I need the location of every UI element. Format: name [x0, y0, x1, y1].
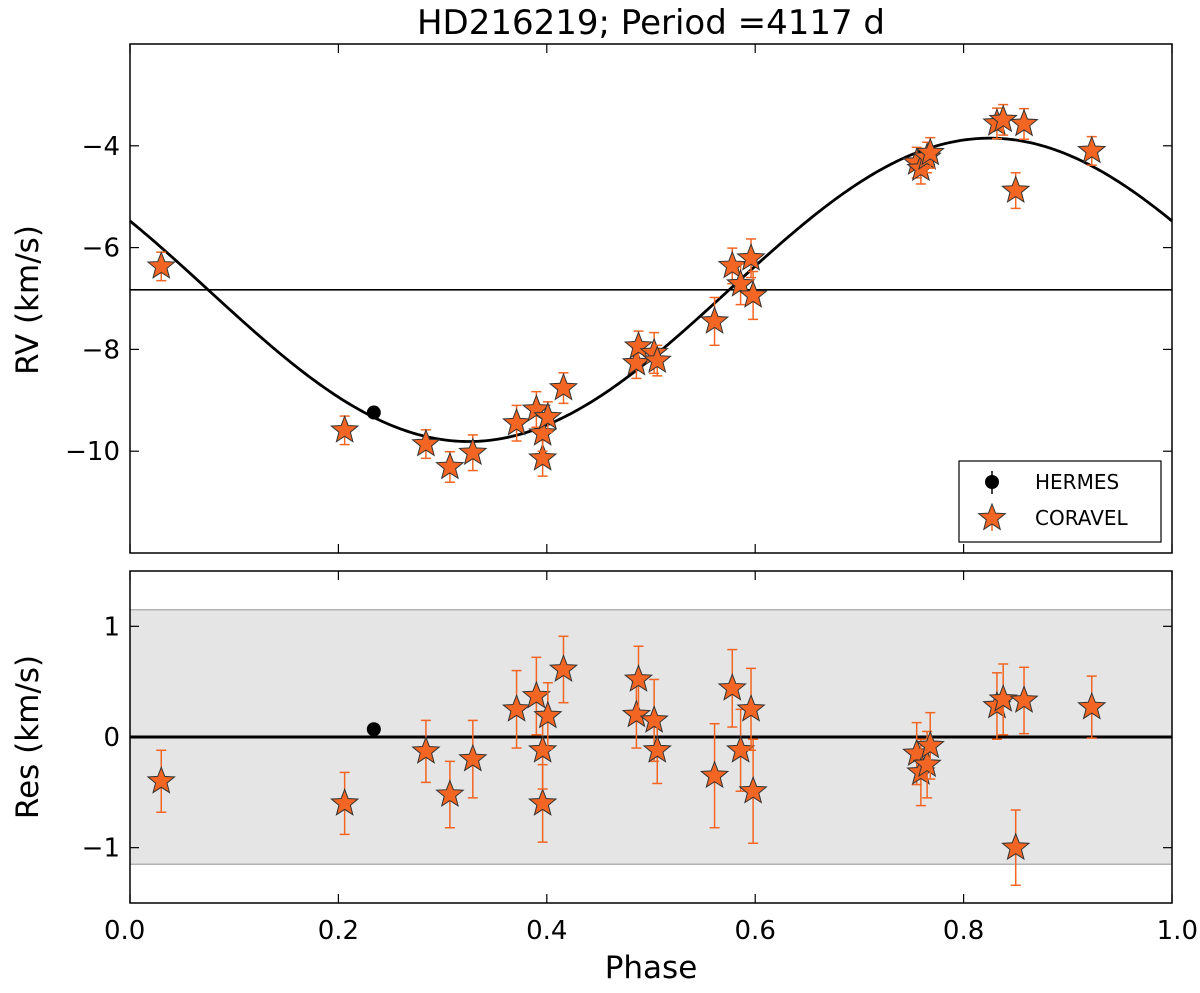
- chart-title: HD216219; Period =4117 d: [417, 3, 885, 43]
- res-coravel-point: [912, 749, 942, 778]
- legend-coravel-label: CORAVEL: [1035, 506, 1129, 530]
- rv-coravel-point: [1001, 175, 1031, 204]
- res-coravel-point: [330, 788, 360, 816]
- rv-coravel-point: [738, 280, 768, 308]
- rv-coravel-point: [623, 330, 654, 359]
- rv-coravel-point: [699, 306, 730, 334]
- rv-coravel-point: [1009, 108, 1039, 137]
- rv-coravel-point: [717, 250, 747, 279]
- rv-points-layer: [146, 103, 1107, 483]
- res-coravel-point: [623, 664, 654, 692]
- x-tick-label: 0.6: [735, 916, 776, 946]
- residual-y-axis-label: Res (km/s): [10, 655, 46, 819]
- rv-coravel-point: [330, 414, 360, 443]
- rv-coravel-point: [988, 104, 1018, 133]
- res-coravel-point: [736, 693, 766, 722]
- x-tick-label: 0.2: [318, 916, 359, 946]
- res-y-tick-label: −1: [82, 834, 120, 864]
- x-axis-label: Phase: [605, 950, 698, 986]
- rv-coravel-point: [521, 394, 552, 422]
- rv-coravel-point: [527, 442, 558, 471]
- rv-coravel-point: [548, 372, 579, 401]
- x-tick-label: 0.0: [104, 916, 145, 946]
- legend-hermes-label: HERMES: [1035, 470, 1119, 494]
- rv-y-tick-label: −8: [82, 335, 120, 365]
- res-coravel-point: [1001, 832, 1031, 861]
- res-coravel-point: [533, 700, 563, 729]
- rv-coravel-point: [642, 345, 672, 374]
- res-y-tick-label: 0: [103, 723, 120, 753]
- res-coravel-point: [621, 699, 652, 728]
- res-coravel-point: [1077, 691, 1107, 720]
- rv-coravel-point: [533, 401, 563, 430]
- residual-band-layer: [130, 608, 1172, 866]
- residual-points-layer: [146, 635, 1107, 887]
- res-coravel-point: [988, 683, 1018, 712]
- legend: HERMES CORAVEL: [958, 460, 1162, 543]
- res-coravel-point: [458, 743, 488, 772]
- rv-hermes-point: [366, 405, 381, 420]
- res-coravel-point: [435, 779, 465, 807]
- rv-ticks: −4 −6 −8 −10: [65, 44, 1173, 553]
- rv-coravel-point: [527, 417, 558, 446]
- rv-plot-frame: [129, 43, 1173, 554]
- rv-coravel-point: [1077, 135, 1107, 164]
- rv-y-axis-label: RV (km/s): [10, 225, 46, 375]
- legend-entry-coravel: CORAVEL: [977, 502, 1129, 531]
- rv-coravel-point: [501, 407, 532, 436]
- rv-coravel-point: [411, 428, 441, 457]
- x-tick-label: 1.0: [1157, 916, 1198, 946]
- res-coravel-point: [548, 654, 579, 682]
- res-coravel-point: [527, 788, 558, 816]
- legend-coravel-marker: [977, 502, 1007, 531]
- res-coravel-point: [915, 730, 945, 759]
- res-y-tick-label: 1: [103, 612, 120, 642]
- rv-coravel-point: [435, 451, 465, 480]
- res-coravel-point: [738, 775, 768, 804]
- res-coravel-point: [639, 705, 669, 733]
- res-coravel-point: [521, 680, 552, 709]
- rv-y-tick-label: −4: [82, 132, 120, 162]
- legend-hermes-marker: [985, 475, 999, 489]
- res-coravel-point: [642, 734, 672, 763]
- res-coravel-point: [1009, 685, 1039, 713]
- legend-entry-hermes: HERMES: [985, 470, 1119, 494]
- rv-y-tick-label: −6: [82, 234, 120, 264]
- rv-panel: −4 −6 −8 −10 HD216219; Period =4117 d RV (k…: [10, 3, 1173, 554]
- res-coravel-point: [501, 693, 532, 722]
- res-hermes-point: [366, 722, 381, 737]
- rv-coravel-point: [725, 268, 756, 297]
- res-coravel-point: [146, 765, 176, 794]
- res-coravel-point: [411, 736, 441, 764]
- res-coravel-point: [699, 760, 730, 789]
- residual-panel: 1 0 −1 0.0 0.2 0.4 0.6 0.8 1.0 Res (km/s) Phase: [10, 570, 1198, 986]
- rv-coravel-point: [146, 251, 176, 279]
- rv-coravel-point: [736, 242, 766, 271]
- res-coravel-point: [717, 672, 747, 701]
- residual-ticks: 1 0 −1 0.0 0.2 0.4 0.6 0.8 1.0: [82, 571, 1198, 946]
- x-tick-label: 0.8: [943, 916, 984, 946]
- x-tick-label: 0.4: [526, 916, 567, 946]
- res-coravel-point: [527, 734, 558, 763]
- rv-y-tick-label: −10: [65, 437, 120, 467]
- rv-coravel-point: [915, 137, 945, 166]
- rv-coravel-point: [458, 437, 488, 466]
